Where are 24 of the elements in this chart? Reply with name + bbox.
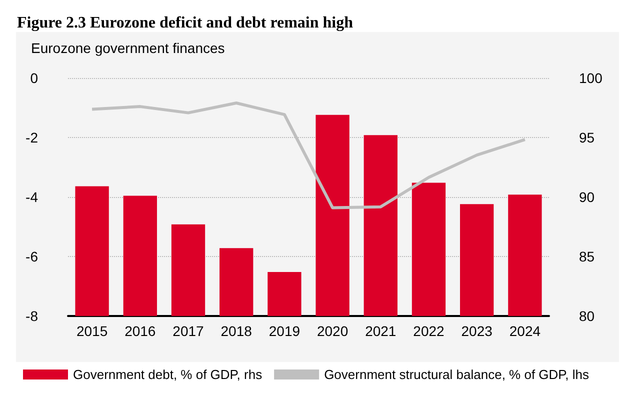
x-tick-label: 2016 (124, 323, 156, 339)
x-tick-label: 2022 (413, 323, 445, 339)
x-tick-label: 2019 (268, 323, 300, 339)
chart-subtitle: Eurozone government finances (31, 40, 225, 56)
y2-tick-label: 95 (579, 130, 595, 146)
x-tick-label: 2021 (365, 323, 396, 339)
x-tick-label: 2023 (461, 323, 493, 339)
y2-tick-label: 100 (579, 70, 603, 86)
y2-tick-label: 90 (579, 189, 595, 205)
x-tick-label: 2018 (220, 323, 252, 339)
y2-tick-label: 85 (579, 248, 595, 264)
y2-tick-label: 80 (579, 308, 595, 324)
x-tick-label: 2017 (172, 323, 204, 339)
x-tick-label: 2020 (316, 323, 348, 339)
x-tick-label: 2024 (509, 323, 541, 339)
y-tick-label: -6 (26, 248, 38, 264)
y-tick-label: -2 (26, 130, 38, 146)
y-tick-label: 0 (30, 70, 38, 86)
legend-label: Government debt, % of GDP, rhs (73, 367, 263, 382)
y-tick-label: -8 (26, 308, 38, 324)
chart-title: Figure 2.3 Eurozone deficit and debt remain high (17, 14, 354, 32)
legend-label: Government structural balance, % of GDP, lhs (324, 367, 590, 382)
y-tick-label: -4 (26, 189, 38, 205)
x-tick-label: 2015 (76, 323, 108, 339)
